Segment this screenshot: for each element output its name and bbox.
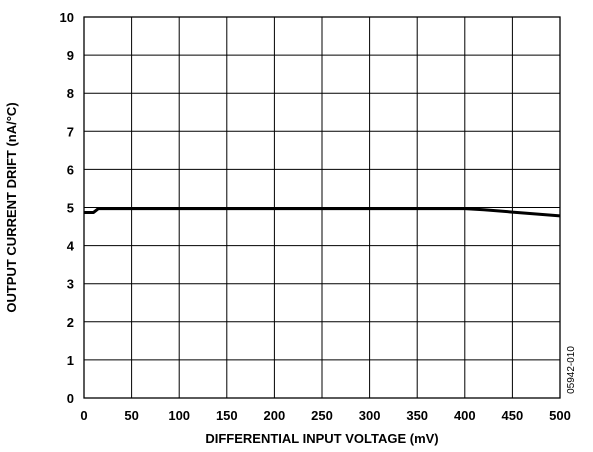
- plot-frame: [83, 16, 561, 399]
- x-tick-label: 500: [549, 408, 571, 423]
- y-tick-label: 10: [60, 10, 74, 25]
- x-tick-label: 250: [311, 408, 333, 423]
- figure-code: 05942-010: [566, 346, 577, 394]
- y-tick-label: 2: [67, 315, 74, 330]
- x-tick-label: 150: [216, 408, 238, 423]
- x-tick-label: 200: [264, 408, 286, 423]
- y-tick-labels: 0 1 2 3 4 5 6 7 8 9 10: [60, 10, 75, 406]
- y-tick-label: 3: [67, 277, 74, 292]
- y-tick-label: 9: [67, 48, 74, 63]
- y-tick-label: 7: [67, 124, 74, 139]
- y-tick-label: 1: [67, 353, 74, 368]
- series-line: [84, 207, 561, 218]
- y-tick-label: 5: [67, 201, 74, 216]
- x-tick-label: 400: [454, 408, 476, 423]
- x-tick-labels: 0 50 100 150 200 250 300 350 400 450 500: [80, 408, 570, 423]
- x-tick-label: 300: [359, 408, 381, 423]
- x-tick-label: 450: [502, 408, 524, 423]
- x-tick-label: 100: [168, 408, 190, 423]
- y-tick-label: 8: [67, 86, 74, 101]
- x-axis-title: DIFFERENTIAL INPUT VOLTAGE (mV): [205, 431, 438, 446]
- series-layer: [84, 207, 561, 218]
- x-tick-label: 0: [80, 408, 87, 423]
- y-axis-title: OUTPUT CURRENT DRIFT (nA/°C): [4, 102, 19, 312]
- x-tick-label: 50: [124, 408, 138, 423]
- y-tick-label: 0: [67, 391, 74, 406]
- y-tick-label: 6: [67, 162, 74, 177]
- y-tick-label: 4: [67, 239, 75, 254]
- x-tick-label: 350: [406, 408, 428, 423]
